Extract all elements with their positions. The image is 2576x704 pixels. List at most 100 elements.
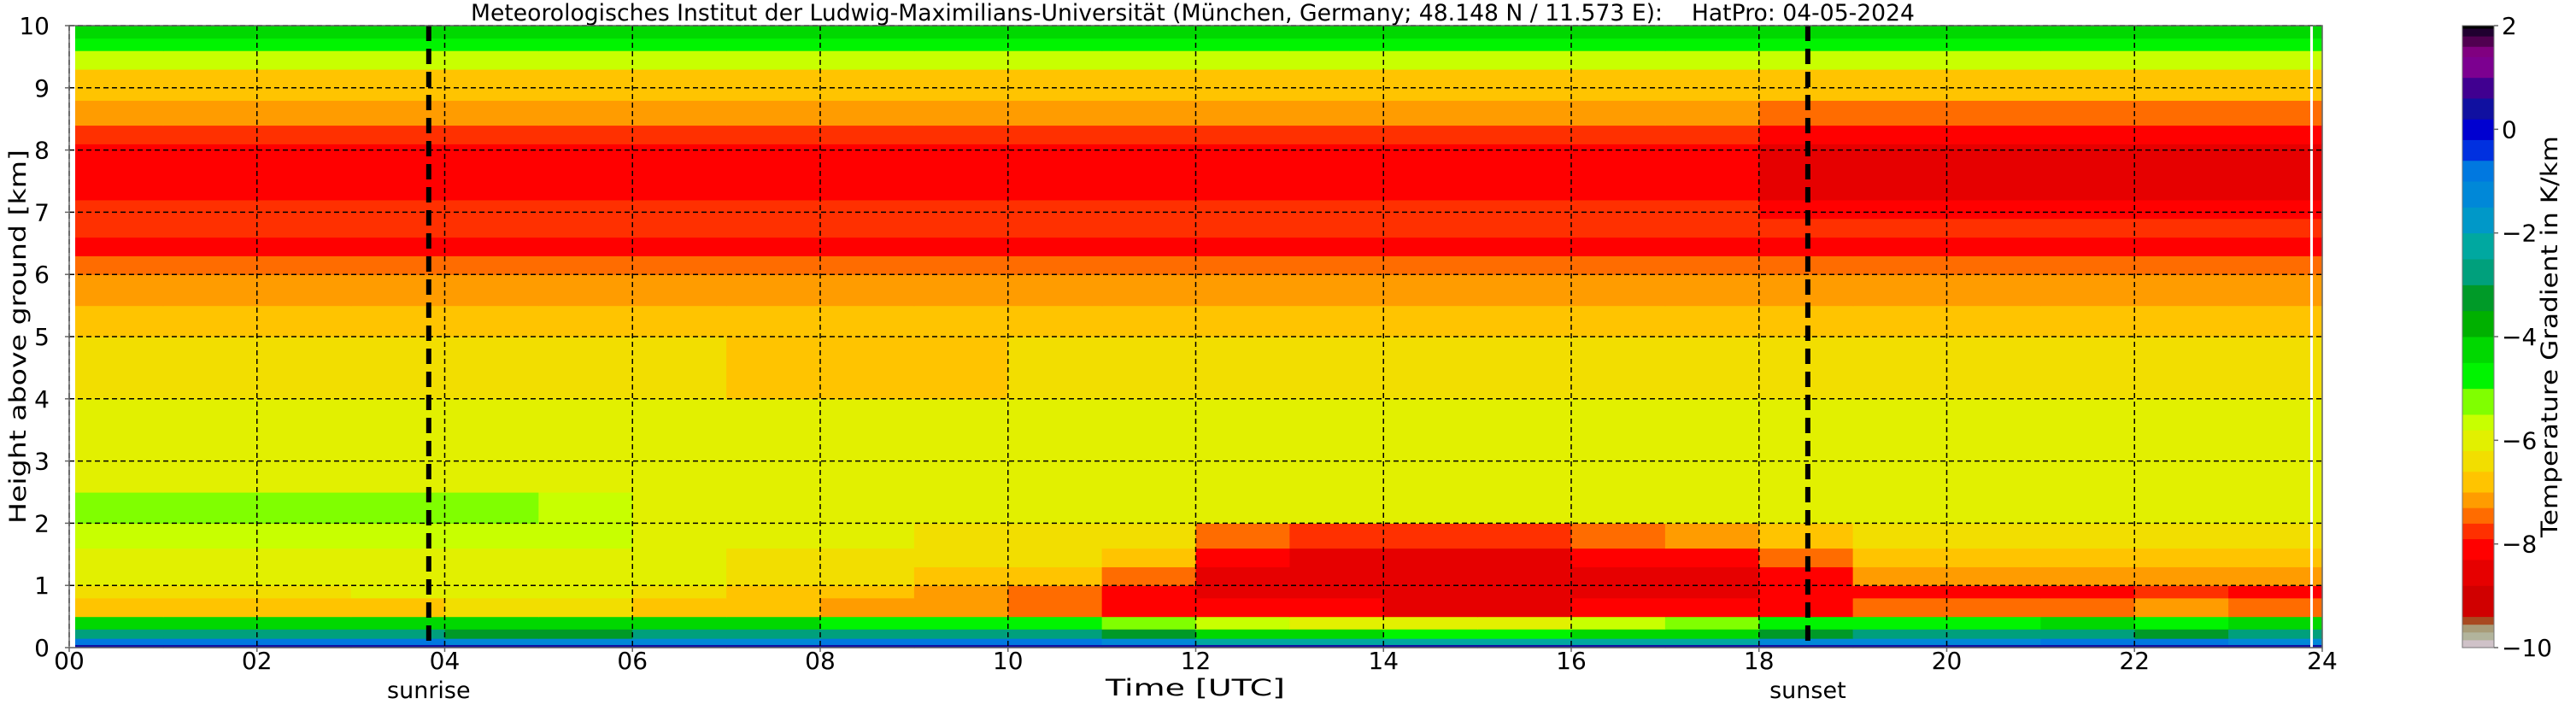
heatmap-cell — [1383, 125, 1478, 144]
colorbar-swatch — [2462, 450, 2494, 472]
heatmap-cell — [2134, 337, 2229, 400]
heatmap-cell — [820, 644, 915, 648]
heatmap-cell — [1758, 38, 1854, 51]
heatmap-cell — [162, 26, 258, 39]
y-tick-label: 8 — [34, 137, 50, 165]
heatmap-cell — [1664, 638, 1760, 645]
heatmap-cell — [913, 398, 1009, 462]
heatmap-cell — [2040, 585, 2135, 599]
heatmap-cell — [1852, 305, 1948, 337]
heatmap-cell — [1477, 26, 1572, 39]
heatmap-cell — [820, 566, 915, 586]
heatmap-cell — [1383, 629, 1478, 639]
heatmap-cell — [1383, 461, 1478, 493]
heatmap-cell — [1289, 305, 1384, 337]
heatmap-cell — [69, 218, 164, 238]
heatmap-cell — [2228, 68, 2323, 101]
heatmap-cell — [1289, 398, 1384, 462]
y-tick-label: 5 — [34, 323, 50, 351]
heatmap-cell — [538, 585, 633, 599]
heatmap-cell — [632, 629, 727, 639]
heatmap-cell — [538, 305, 633, 337]
heatmap-cell — [726, 38, 821, 51]
heatmap-cell — [538, 199, 633, 220]
heatmap-cell — [162, 566, 258, 586]
heatmap-cell — [256, 68, 352, 101]
heatmap-cell — [726, 125, 821, 144]
heatmap-cell — [1195, 50, 1290, 70]
heatmap-cell — [1946, 26, 2041, 39]
heatmap-cell — [1477, 38, 1572, 51]
heatmap-cell — [2228, 305, 2323, 337]
heatmap-cell — [632, 100, 727, 126]
heatmap-cell — [162, 218, 258, 238]
heatmap-cell — [726, 638, 821, 645]
heatmap-cell — [1101, 100, 1197, 126]
heatmap-cell — [913, 548, 1009, 567]
heatmap-cell — [1664, 237, 1760, 256]
heatmap-cell — [1852, 398, 1948, 462]
heatmap-cell — [538, 616, 633, 630]
heatmap-cell — [1664, 38, 1760, 51]
heatmap-cell — [1664, 597, 1760, 618]
heatmap-cell — [1007, 461, 1103, 493]
heatmap-cell — [1007, 68, 1103, 101]
heatmap-cell — [726, 305, 821, 337]
heatmap-cell — [162, 523, 258, 549]
event-lines: sunrise sunset — [387, 26, 1846, 704]
heatmap-cell — [1571, 26, 1666, 39]
heatmap-cell — [444, 461, 539, 493]
colorbar-tick-label: 2 — [2502, 12, 2517, 40]
heatmap-cell — [913, 638, 1009, 645]
heatmap-cell — [2134, 218, 2229, 238]
heatmap-cell — [444, 638, 539, 645]
heatmap-cell — [913, 644, 1009, 648]
colorbar-ticks: 2 0 −2 −4 −6 −8 −10 — [2494, 12, 2552, 662]
heatmap-cell — [1852, 144, 1948, 201]
heatmap-cell — [632, 616, 727, 630]
heatmap-cell — [69, 566, 164, 586]
heatmap-cell — [350, 638, 446, 645]
heatmap-cell — [2228, 100, 2323, 126]
heatmap-cell — [2134, 644, 2229, 648]
heatmap-cell — [2040, 218, 2135, 238]
heatmap-cell — [726, 585, 821, 599]
heatmap-cell — [2040, 68, 2135, 101]
heatmap-cell — [1383, 50, 1478, 70]
heatmap-cell — [1289, 125, 1384, 144]
heatmap-cell — [1571, 616, 1666, 630]
heatmap-cell — [2134, 566, 2229, 586]
heatmap-cell — [538, 218, 633, 238]
heatmap-cell — [1195, 100, 1290, 126]
heatmap-cell — [444, 398, 539, 462]
x-axis-label: Time [UTC] — [1105, 675, 1285, 701]
heatmap-cell — [444, 68, 539, 101]
heatmap-cell — [1289, 644, 1384, 648]
heatmap-cell — [1101, 144, 1197, 201]
heatmap-cell — [1195, 305, 1290, 337]
heatmap-cell — [2040, 38, 2135, 51]
colorbar-swatch — [2462, 36, 2494, 47]
heatmap-cell — [726, 644, 821, 648]
heatmap-cell — [2040, 274, 2135, 307]
heatmap-cell — [1007, 523, 1103, 549]
y-tick-label: 4 — [34, 385, 50, 414]
heatmap-cell — [1383, 199, 1478, 220]
heatmap-cell — [538, 638, 633, 645]
heatmap-cell — [1101, 255, 1197, 275]
heatmap-cell — [69, 144, 164, 201]
heatmap-cell — [913, 597, 1009, 618]
heatmap-cell — [1289, 237, 1384, 256]
heatmap-cell — [69, 274, 164, 307]
heatmap-cell — [1946, 492, 2041, 524]
heatmap-cell — [1383, 398, 1478, 462]
y-tick-label: 2 — [34, 509, 50, 537]
heatmap-cell — [726, 68, 821, 101]
heatmap-cell — [1195, 144, 1290, 201]
heatmap-cell — [1664, 144, 1760, 201]
heatmap-cell — [1007, 566, 1103, 586]
heatmap-cell — [2134, 255, 2229, 275]
colorbar-tick-label: −10 — [2502, 634, 2552, 662]
heatmap-cell — [1007, 255, 1103, 275]
heatmap-cell — [2134, 616, 2229, 630]
